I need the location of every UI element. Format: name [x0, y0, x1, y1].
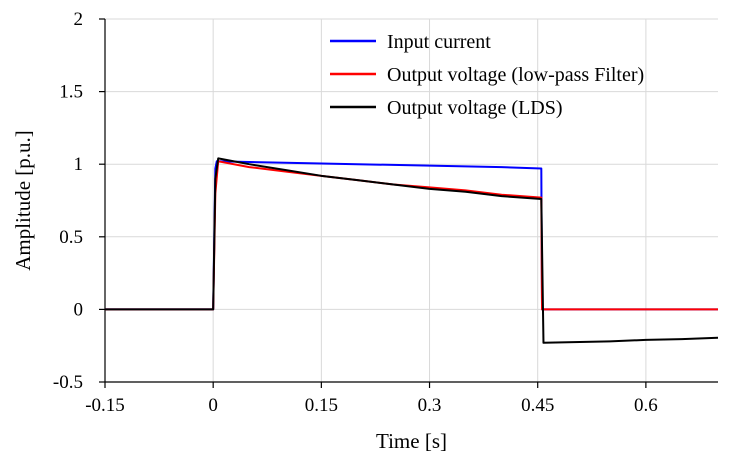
x-tick-label: 0.45 [521, 395, 554, 416]
y-tick-label: 1 [74, 154, 84, 175]
y-tick-label: 0 [74, 299, 84, 320]
series-line-3 [105, 157, 719, 344]
x-axis-title: Time [s] [376, 429, 447, 453]
x-tick-label: 0.3 [418, 395, 442, 416]
series-line-2 [105, 160, 718, 311]
x-tick-label: 0 [208, 395, 218, 416]
y-tick-label: 2 [74, 9, 84, 30]
legend-label: Input current [387, 31, 491, 53]
y-tick-label: 1.5 [59, 82, 83, 103]
x-tick-label: 0.15 [305, 395, 338, 416]
legend-label: Output voltage (low-pass Filter) [387, 64, 644, 86]
y-tick-label: 0.5 [59, 227, 83, 248]
x-tick-label: -0.15 [85, 395, 125, 416]
y-axis-title: Amplitude [p.u.] [11, 130, 35, 271]
series-lines [105, 157, 719, 344]
x-tick-label: 0.6 [634, 395, 658, 416]
y-tick-label: -0.5 [53, 372, 83, 393]
axes [99, 18, 718, 388]
tick-labels: -0.15 0 0.15 0.3 0.45 0.6 -0.5 0 0.5 1 1.5 2 [53, 9, 658, 416]
legend: Input current Output voltage (low-pass Fi… [330, 31, 644, 119]
legend-label: Output voltage (LDS) [387, 97, 563, 119]
series-line-1 [105, 160, 718, 311]
